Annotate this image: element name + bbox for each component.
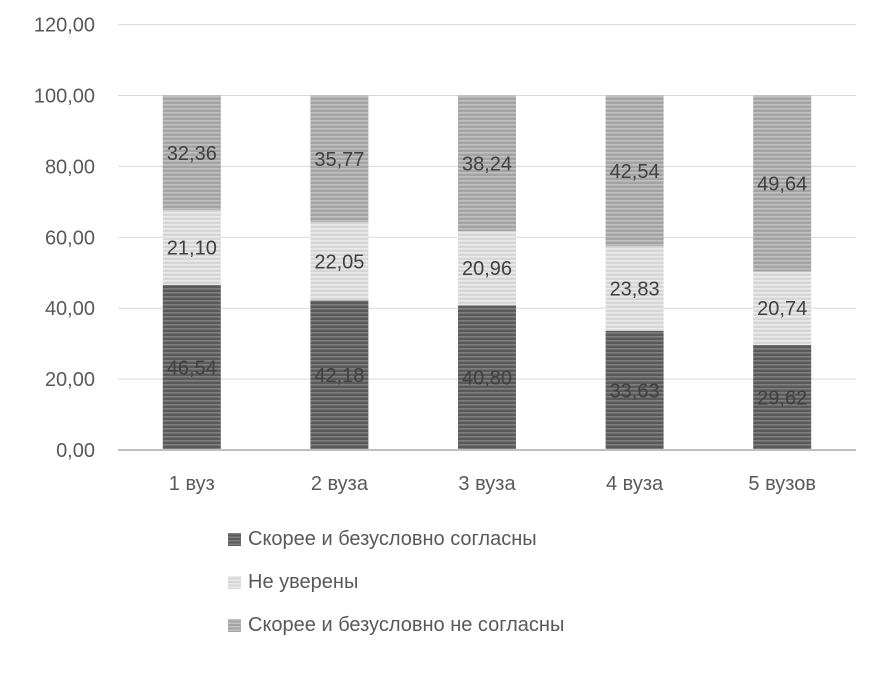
legend-item-agree: Скорее и безусловно согласны: [228, 518, 564, 561]
legend: Скорее и безусловно согласны Не уверены …: [228, 518, 564, 647]
bar-segment: [753, 271, 812, 345]
y-tick-label: 20,00: [45, 369, 95, 391]
data-label: 21,10: [167, 238, 217, 260]
legend-label-agree: Скорее и безусловно согласны: [248, 528, 537, 550]
bar-segment: [753, 95, 812, 272]
bar-segment: [605, 95, 664, 247]
y-tick-label: 120,00: [34, 15, 95, 37]
bar-segment: [458, 231, 516, 306]
y-tick-label: 60,00: [45, 227, 95, 249]
legend-item-disagree: Скорее и безусловно не согласны: [228, 604, 564, 647]
legend-label-unsure: Не уверены: [248, 571, 359, 593]
data-label: 42,54: [610, 161, 660, 183]
data-label: 33,63: [610, 380, 660, 402]
y-tick-label: 100,00: [34, 86, 95, 108]
data-label: 20,74: [757, 298, 807, 320]
bar-segment: [162, 95, 221, 211]
y-tick-label: 40,00: [45, 298, 95, 320]
data-label: 42,18: [314, 365, 364, 387]
data-label: 29,62: [757, 387, 807, 409]
bar-segment: [458, 305, 516, 450]
data-label: 22,05: [314, 251, 364, 273]
bar-segment: [753, 344, 812, 450]
x-tick-label: 2 вуза: [311, 473, 369, 495]
bar-segment: [162, 285, 221, 450]
data-label: 23,83: [610, 279, 660, 301]
data-label: 46,54: [167, 358, 217, 380]
bar-segment: [310, 300, 369, 450]
x-tick-label: 4 вуза: [606, 473, 664, 495]
data-label: 32,36: [167, 143, 217, 165]
data-label: 20,96: [462, 258, 512, 280]
y-tick-label: 80,00: [45, 156, 95, 178]
legend-swatch-disagree: [228, 619, 241, 632]
x-tick-label: 1 вуз: [169, 473, 215, 495]
data-label: 49,64: [757, 173, 807, 195]
x-tick-label: 5 вузов: [748, 473, 816, 495]
data-label: 38,24: [462, 153, 512, 175]
bar-segment: [458, 95, 516, 232]
x-tick-label: 3 вуза: [458, 473, 516, 495]
legend-swatch-agree: [228, 533, 241, 546]
legend-swatch-unsure: [228, 576, 241, 589]
bar-segment: [162, 210, 221, 286]
data-label: 40,80: [462, 368, 512, 390]
bar-segment: [605, 246, 664, 331]
legend-label-disagree: Скорее и безусловно не согласны: [248, 614, 565, 636]
data-label: 35,77: [314, 149, 364, 171]
bar-segment: [605, 330, 664, 450]
bar-segment: [310, 95, 369, 223]
y-tick-label: 0,00: [56, 440, 95, 462]
bar-segment: [310, 222, 369, 301]
legend-item-unsure: Не уверены: [228, 561, 564, 604]
